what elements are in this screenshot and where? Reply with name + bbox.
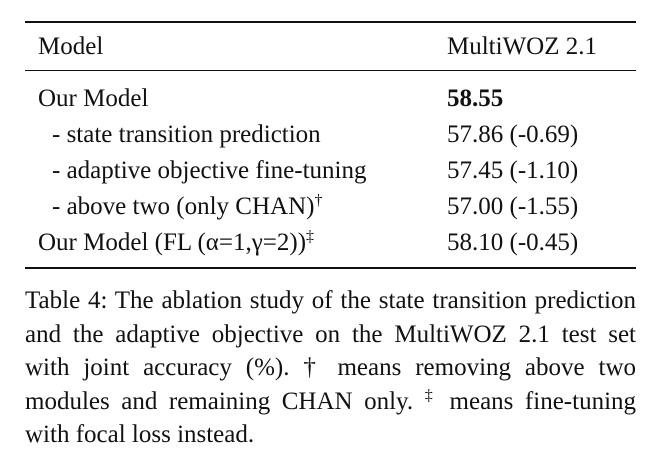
bottom-rule	[25, 267, 636, 269]
model-cell: - state transition prediction	[52, 120, 321, 150]
model-cell: - above two (only CHAN)†	[52, 192, 322, 222]
footnote-mark: †	[314, 192, 323, 209]
caption-text: The ablation study of the state transiti…	[25, 287, 636, 415]
model-name: Our Model	[38, 85, 149, 112]
model-name: - adaptive objective fine-tuning	[52, 157, 367, 184]
caption: Table 4: The ablation study of the state…	[25, 284, 636, 452]
model-cell: Our Model (FL (α=1,γ=2))‡	[38, 228, 314, 258]
model-name: - state transition prediction	[52, 121, 321, 148]
header-cell: Model	[38, 33, 104, 60]
score-cell: 57.86 (-0.69)	[447, 121, 579, 148]
score-cell: 57.00 (-1.55)	[447, 193, 579, 220]
score-cell: 58.55	[447, 85, 504, 112]
footnote-mark: ‡	[306, 228, 315, 245]
score-cell: 58.10 (-0.45)	[447, 229, 579, 256]
model-cell: Our Model	[38, 84, 148, 114]
caption-label: Table 4:	[25, 287, 108, 314]
score-cell: 57.45 (-1.10)	[447, 157, 579, 184]
header-cell: MultiWOZ 2.1	[447, 33, 597, 60]
model-cell: - adaptive objective fine-tuning	[52, 156, 366, 186]
model-name: - above two (only CHAN)	[52, 193, 315, 220]
caption-text: means fine-tuning with focal loss instea…	[25, 387, 637, 449]
top-rule	[25, 21, 636, 23]
model-name: Our Model (FL (α=1,γ=2))	[38, 229, 307, 256]
caption-mark: ‡	[424, 386, 438, 404]
mid-rule	[25, 70, 636, 71]
